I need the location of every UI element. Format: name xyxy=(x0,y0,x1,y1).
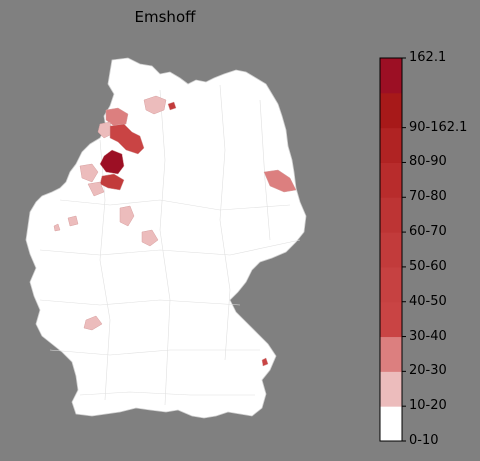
district-bavaria-east xyxy=(261,357,269,367)
colorbar-tick-label: 30-40 xyxy=(409,328,447,344)
district-ems-mid xyxy=(109,123,145,155)
map-title: Emshoff xyxy=(134,8,196,26)
district-ems-core xyxy=(99,149,125,175)
colorbar-segment xyxy=(380,162,402,198)
district-east-border xyxy=(263,169,297,193)
district-northeast-small xyxy=(143,95,167,115)
colorbar-tick-label: 90-162.1 xyxy=(409,119,468,135)
colorbar-segment xyxy=(380,127,402,163)
colorbar-frame xyxy=(379,57,403,442)
colorbar-tick-label: 40-50 xyxy=(409,293,447,309)
colorbar-segment xyxy=(380,197,402,233)
colorbar-tick-label: 70-80 xyxy=(409,189,447,205)
colorbar-segment xyxy=(380,371,402,407)
colorbar-tick-label: 60-70 xyxy=(409,224,447,240)
colorbar-segment xyxy=(380,232,402,268)
district-coastal-dark xyxy=(167,101,177,111)
district-ruhr-tiny xyxy=(53,223,61,232)
colorbar-tick-label: 10-20 xyxy=(409,398,447,414)
colorbar-tick-label: 80-90 xyxy=(409,154,447,170)
colorbar-tick-label: 50-60 xyxy=(409,258,447,274)
colorbar-segment xyxy=(380,301,402,338)
colorbar-segment xyxy=(380,58,402,94)
colorbar xyxy=(379,57,406,442)
colorbar-segment xyxy=(380,406,402,442)
colorbar-tick-label: 0-10 xyxy=(409,433,439,448)
district-borders xyxy=(39,84,301,406)
district-ems-southwest xyxy=(87,181,105,197)
district-ems-north-light xyxy=(97,121,113,139)
colorbar-segment xyxy=(380,336,402,372)
colorbar-max-label: 162.1 xyxy=(409,50,447,65)
district-bw xyxy=(83,315,103,331)
district-westfalen xyxy=(119,205,135,227)
highlighted-districts xyxy=(53,95,297,367)
germany-outline xyxy=(25,57,307,419)
colorbar-segment xyxy=(380,92,402,129)
district-hessen xyxy=(141,229,159,247)
district-ruhr-small xyxy=(67,215,79,227)
district-ems-north xyxy=(105,107,129,127)
district-ems-west xyxy=(79,163,99,183)
colorbar-tick-label: 20-30 xyxy=(409,363,447,379)
colorbar-segment xyxy=(380,266,402,303)
